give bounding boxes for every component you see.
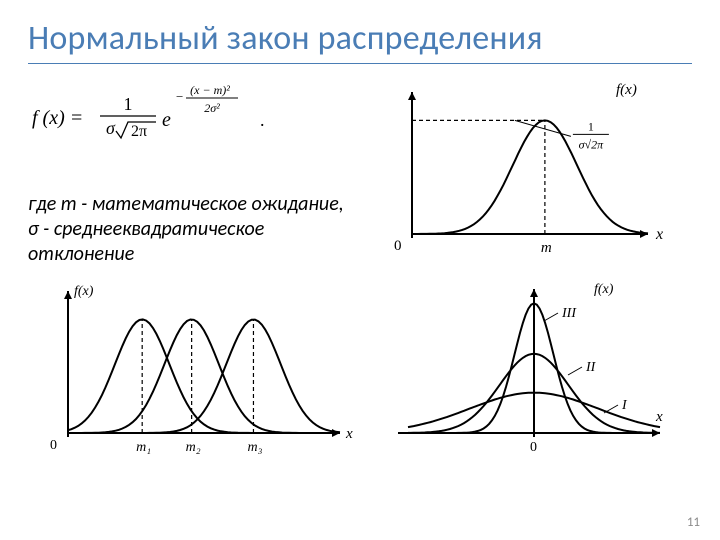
desc-dev: отклонение [28,242,134,266]
desc-m: математическое ожидание, [92,192,344,216]
slide: Нормальный закон распределения f (x) = 1… [0,0,720,540]
svg-text:I: I [621,398,628,413]
svg-text:f(x): f(x) [74,284,94,299]
formula-frac-top: 1 [124,94,133,114]
formula-block: f (x) = 1 σ 2π e − (x − m)² 2σ² . [28,82,368,267]
chart-shifted-normals: m₁ m₂ m₃ 0 x f(x) [28,273,358,463]
formula-sqrt-arg: 2π [131,123,147,140]
row-formula-and-chart: f (x) = 1 σ 2π e − (x − m)² 2σ² . [28,74,692,267]
svg-text:1: 1 [588,119,594,133]
desc-where: где m - [28,192,92,216]
formula-exp-bot: 2σ² [204,101,220,115]
svg-text:x: x [655,226,663,243]
svg-text:m: m [541,240,552,256]
svg-text:II: II [585,360,597,375]
svg-text:σ√2π: σ√2π [579,137,605,151]
svg-text:m₂: m₂ [186,440,201,455]
svg-text:0: 0 [394,238,402,254]
chart-single-normal: x 0 m f(x) 1 σ√2π [378,74,668,259]
formula-dot: . [260,110,265,130]
formula-sigma: σ [106,118,116,138]
svg-text:m₁: m₁ [136,440,151,455]
svg-text:x: x [655,409,663,425]
row-two-charts: m₁m₂m₃0xf(x) IIIIII0xf(x) [28,273,692,463]
svg-text:m₃: m₃ [247,440,262,455]
page-number: 11 [687,515,700,530]
formula-lhs: f (x) = [32,107,83,129]
svg-text:x: x [345,426,353,442]
formula-e: e [162,109,171,131]
svg-text:0: 0 [530,440,537,455]
chart1-wrap: x 0 m f(x) 1 σ√2π [378,74,692,264]
chart-varying-sigma: IIIIII0xf(x) [368,273,678,463]
svg-text:III: III [561,306,577,321]
desc-sigma: среднееквадратическое [54,217,264,241]
svg-text:f(x): f(x) [594,282,614,297]
desc-sigma-dash: σ - [28,217,54,241]
formula-exp-top: (x − m)² [190,83,230,97]
page-title: Нормальный закон распределения [28,18,692,64]
svg-text:f(x): f(x) [616,82,637,98]
formula-svg: f (x) = 1 σ 2π e − (x − m)² 2σ² . [28,82,328,152]
formula-exp-minus: − [176,89,183,104]
formula-description: где m - математическое ожидание, σ - сре… [28,192,368,267]
svg-text:0: 0 [50,438,57,453]
